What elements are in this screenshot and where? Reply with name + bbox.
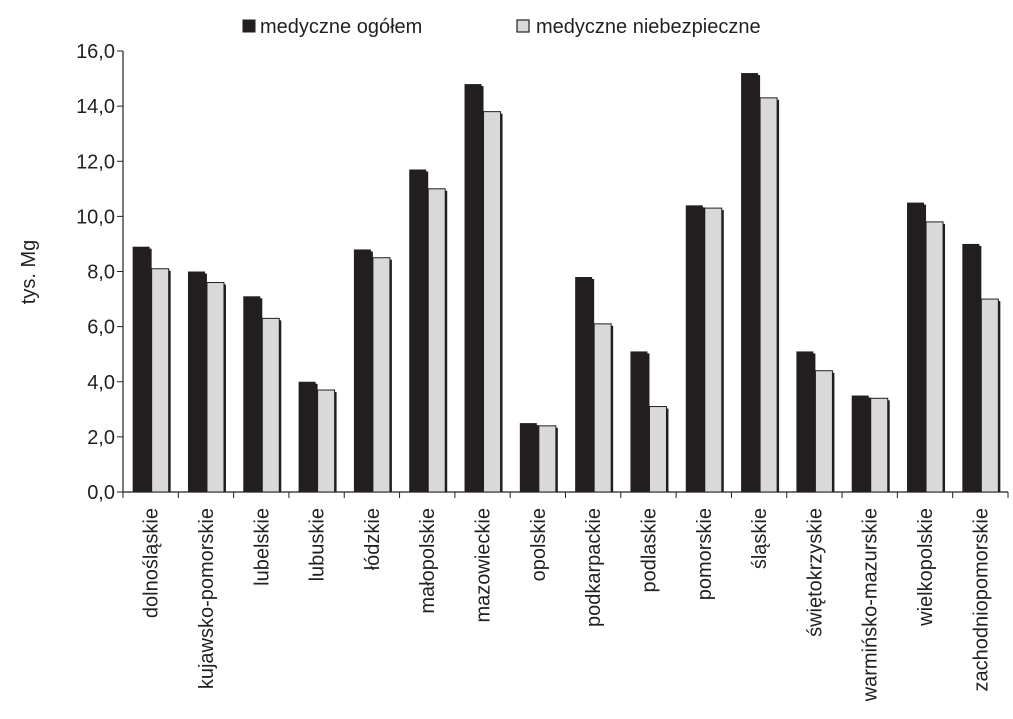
x-tick-label-slaskie: śląskie	[749, 508, 771, 569]
y-tick-label: 0,0	[87, 482, 115, 504]
x-tick-label-warminsko-mazurskie: warmińsko-mazurskie	[860, 508, 882, 702]
bar-medyczne-niebezpieczne-opolskie	[538, 425, 557, 493]
bar-medyczne-niebezpieczne-swietokrzyskie	[814, 370, 833, 493]
bar-medyczne-niebezpieczne-podlaskie	[648, 406, 667, 493]
x-tick-label-wielkopolskie: wielkopolskie	[915, 508, 937, 627]
y-tick-label: 14,0	[76, 96, 115, 118]
x-tick-label-pomorskie: pomorskie	[694, 508, 716, 600]
bar-medyczne-niebezpieczne-slaskie	[759, 97, 778, 493]
x-tick-label-mazowieckie: mazowieckie	[473, 508, 495, 622]
legend-swatch-medyczne-ogolem	[242, 19, 256, 33]
bar-medyczne-ogolem-swietokrzyskie	[796, 351, 814, 492]
bar-medyczne-ogolem-podlaskie	[630, 351, 648, 492]
bar-medyczne-ogolem-kujawsko-pomorskie	[187, 271, 205, 492]
legend-label-medyczne-niebezpieczne: medyczne niebezpieczne	[536, 16, 761, 38]
legend-item-medyczne-niebezpieczne: medyczne niebezpieczne	[516, 16, 761, 38]
x-tick-label-kujawsko-pomorskie: kujawsko-pomorskie	[196, 508, 218, 689]
x-tick-label-zachodniopomorskie: zachodniopomorskie	[970, 508, 992, 691]
bar-medyczne-ogolem-lubuskie	[298, 381, 316, 492]
x-tick-label-malopolskie: małopolskie	[417, 508, 439, 614]
y-tick-label: 4,0	[87, 372, 115, 394]
bar-medyczne-ogolem-warminsko-mazurskie	[851, 395, 869, 492]
legend-label-medyczne-ogolem: medyczne ogółem	[260, 16, 422, 38]
y-tick-label: 12,0	[76, 151, 115, 173]
bar-medyczne-ogolem-lubelskie	[243, 296, 261, 492]
bar-medyczne-niebezpieczne-lubuskie	[317, 389, 336, 493]
y-tick-label: 8,0	[87, 262, 115, 284]
bar-medyczne-ogolem-opolskie	[519, 423, 537, 492]
y-tick-label: 6,0	[87, 317, 115, 339]
bar-medyczne-niebezpieczne-podkarpackie	[593, 323, 612, 493]
bar-medyczne-ogolem-malopolskie	[409, 169, 427, 493]
bar-medyczne-niebezpieczne-wielkopolskie	[925, 221, 944, 493]
plot-area: 0,0 2,0 4,0 6,0 8,0 10,0 12,0 14,0 16,0 dolnośląs…	[76, 41, 1009, 702]
x-tick-label-dolnoslaskie: dolnośląskie	[141, 508, 163, 618]
bar-medyczne-niebezpieczne-kujawsko-pomorskie	[206, 282, 225, 493]
x-tick-label-opolskie: opolskie	[528, 508, 550, 581]
x-tick-label-podlaskie: podlaskie	[638, 508, 660, 593]
bar-medyczne-niebezpieczne-zachodniopomorskie	[980, 298, 999, 493]
bar-medyczne-ogolem-zachodniopomorskie	[962, 243, 980, 492]
bar-medyczne-ogolem-mazowieckie	[464, 84, 482, 492]
legend-swatch-medyczne-niebezpieczne	[516, 19, 530, 33]
bar-medyczne-niebezpieczne-dolnoslaskie	[151, 268, 170, 493]
bar-medyczne-ogolem-slaskie	[741, 73, 759, 493]
y-axis-title: tys. Mg	[18, 240, 40, 304]
x-tick-label-lubuskie: lubuskie	[307, 508, 329, 581]
bar-medyczne-ogolem-dolnoslaskie	[132, 246, 150, 492]
x-tick-label-swietokrzyskie: świętokrzyskie	[804, 508, 826, 637]
legend-item-medyczne-ogolem: medyczne ogółem	[242, 16, 422, 38]
y-tick-label: 16,0	[76, 41, 115, 63]
y-tick-label: 2,0	[87, 427, 115, 449]
bar-medyczne-ogolem-podkarpackie	[575, 277, 593, 492]
bar-medyczne-niebezpieczne-malopolskie	[427, 188, 446, 493]
bar-medyczne-niebezpieczne-lodzkie	[372, 257, 391, 493]
bar-medyczne-niebezpieczne-mazowieckie	[483, 111, 502, 493]
y-tick-label: 10,0	[76, 206, 115, 228]
bar-medyczne-ogolem-wielkopolskie	[907, 202, 925, 492]
x-tick-label-lodzkie: łódzkie	[362, 508, 384, 570]
bar-medyczne-niebezpieczne-lubelskie	[261, 317, 280, 493]
bar-medyczne-niebezpieczne-pomorskie	[704, 207, 723, 493]
bar-medyczne-ogolem-pomorskie	[685, 205, 703, 492]
legend: medyczne ogółem medyczne niebezpieczne	[242, 16, 761, 38]
x-tick-label-podkarpackie: podkarpackie	[583, 508, 605, 627]
x-tick-label-lubelskie: lubelskie	[251, 508, 273, 586]
bar-medyczne-ogolem-lodzkie	[353, 249, 371, 492]
bar-medyczne-niebezpieczne-warminsko-mazurskie	[870, 397, 889, 493]
